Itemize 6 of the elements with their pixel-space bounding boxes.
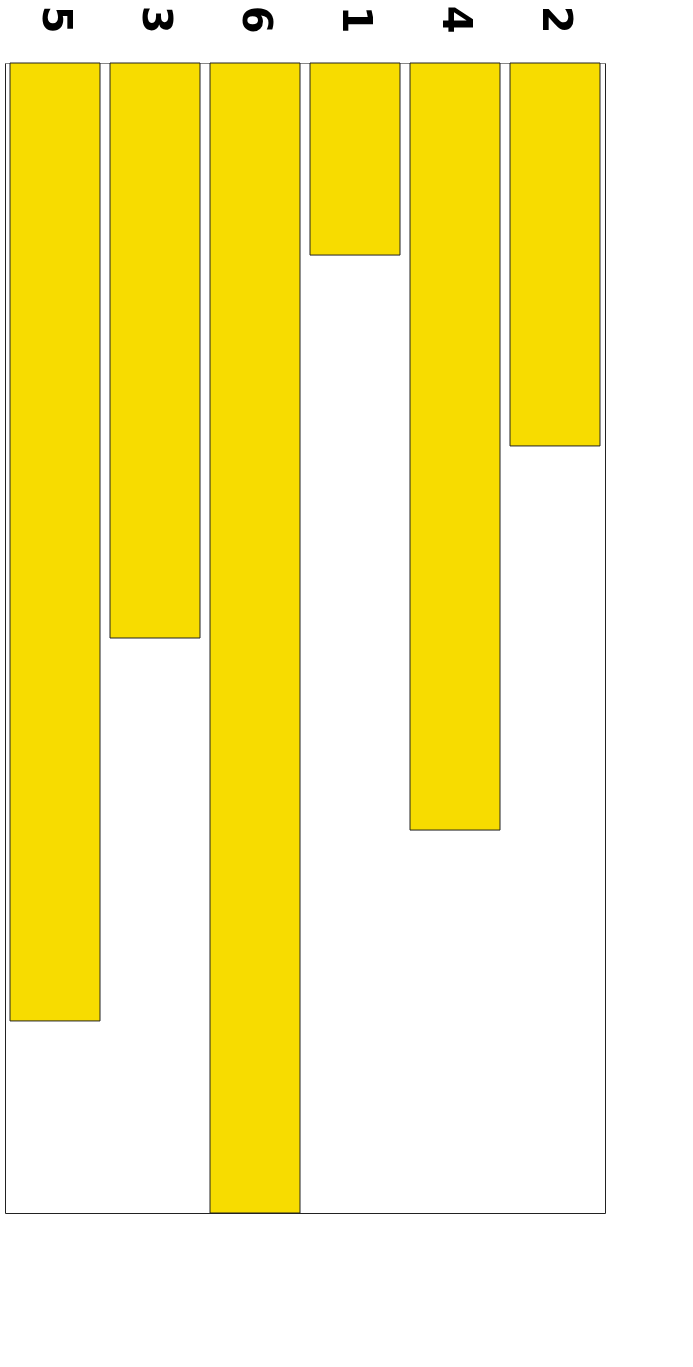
x-tick-label: 4 xyxy=(434,5,480,34)
x-tick-label: 5 xyxy=(34,5,80,34)
x-tick-label: 3 xyxy=(134,5,180,34)
x-tick-label: 6 xyxy=(234,5,280,34)
x-tick-label: 2 xyxy=(534,5,580,34)
x-tick-label: 1 xyxy=(334,5,380,34)
